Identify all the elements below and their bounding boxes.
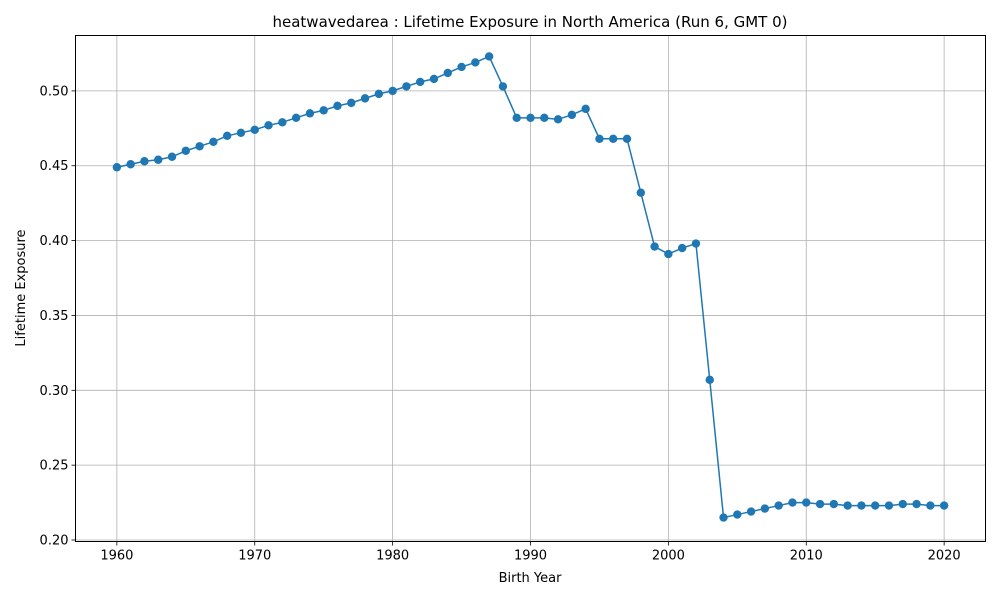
y-axis-label: Lifetime Exposure bbox=[14, 229, 29, 346]
data-point bbox=[526, 113, 535, 123]
data-point bbox=[581, 104, 590, 114]
data-point bbox=[291, 113, 301, 123]
data-point bbox=[443, 68, 452, 78]
data-point bbox=[209, 137, 218, 146]
data-point bbox=[567, 110, 577, 120]
data-point bbox=[870, 501, 880, 510]
data-point bbox=[457, 62, 466, 72]
data-point bbox=[222, 131, 232, 141]
series bbox=[112, 52, 949, 522]
data-point bbox=[374, 89, 384, 99]
y-tick-label: 0.45 bbox=[40, 159, 69, 174]
data-point bbox=[250, 125, 259, 135]
data-point bbox=[802, 498, 811, 507]
data-point bbox=[264, 121, 273, 130]
x-tick-label: 2010 bbox=[790, 549, 823, 564]
data-point bbox=[746, 507, 756, 516]
y-tick-label: 0.25 bbox=[40, 459, 69, 474]
data-point bbox=[402, 82, 411, 91]
x-axis: 1960 1970 1980 1990 2000 2010 2020 bbox=[100, 541, 961, 564]
data-point bbox=[498, 82, 508, 91]
data-point bbox=[691, 239, 701, 248]
data-point bbox=[512, 113, 521, 123]
data-point bbox=[815, 499, 825, 509]
data-point bbox=[319, 106, 328, 115]
data-point bbox=[636, 188, 646, 197]
data-point bbox=[857, 501, 866, 510]
data-point bbox=[154, 155, 163, 164]
data-point bbox=[415, 77, 425, 87]
data-point bbox=[471, 58, 480, 67]
data-point bbox=[553, 115, 563, 124]
x-tick-label: 1980 bbox=[376, 549, 409, 564]
data-point bbox=[429, 74, 439, 84]
y-tick-label: 0.20 bbox=[40, 534, 69, 549]
data-point bbox=[622, 134, 632, 143]
y-tick-label: 0.30 bbox=[40, 384, 69, 399]
y-axis: 0.20 0.25 0.30 0.35 0.40 0.45 0.50 bbox=[40, 84, 76, 549]
data-point bbox=[484, 52, 494, 61]
data-point bbox=[760, 504, 770, 513]
data-point bbox=[733, 510, 742, 519]
data-point bbox=[898, 499, 907, 509]
chart-title: heatwavedarea : Lifetime Exposure in Nor… bbox=[273, 13, 788, 31]
x-tick-label: 1970 bbox=[238, 549, 271, 564]
data-point bbox=[650, 242, 659, 251]
data-point bbox=[388, 86, 397, 96]
data-point bbox=[774, 501, 783, 510]
x-tick-label: 1990 bbox=[514, 549, 547, 564]
data-point bbox=[333, 101, 342, 111]
data-point bbox=[347, 98, 356, 108]
y-tick-label: 0.35 bbox=[40, 309, 69, 324]
data-point bbox=[540, 113, 549, 123]
y-tick-label: 0.40 bbox=[40, 234, 69, 249]
data-point bbox=[305, 109, 315, 118]
data-point bbox=[195, 142, 204, 151]
data-point bbox=[609, 134, 618, 143]
data-point bbox=[843, 501, 852, 510]
data-point bbox=[912, 499, 921, 509]
data-point bbox=[360, 94, 370, 103]
data-point bbox=[664, 249, 673, 259]
data-point bbox=[278, 118, 287, 127]
data-point bbox=[126, 160, 135, 169]
grid bbox=[75, 35, 986, 542]
data-point bbox=[705, 375, 714, 385]
data-point bbox=[112, 163, 122, 172]
data-point bbox=[939, 501, 949, 510]
data-point bbox=[788, 498, 797, 507]
data-point bbox=[181, 146, 191, 155]
x-tick-label: 2020 bbox=[928, 549, 961, 564]
x-tick-label: 1960 bbox=[100, 549, 133, 564]
y-tick-label: 0.50 bbox=[40, 84, 69, 99]
x-tick-label: 2000 bbox=[652, 549, 685, 564]
data-point bbox=[719, 513, 728, 522]
data-point bbox=[167, 152, 177, 161]
x-axis-label: Birth Year bbox=[499, 571, 563, 586]
data-point bbox=[884, 501, 894, 510]
data-point bbox=[595, 134, 604, 143]
data-point bbox=[140, 157, 149, 166]
data-point bbox=[829, 499, 839, 509]
data-point bbox=[677, 243, 687, 253]
data-point bbox=[236, 128, 246, 138]
data-point bbox=[926, 501, 935, 510]
